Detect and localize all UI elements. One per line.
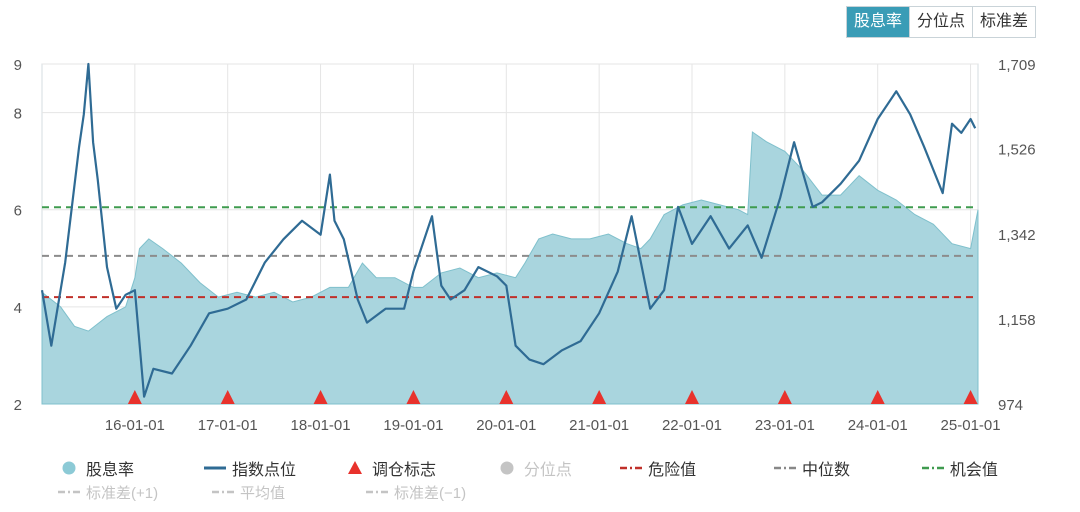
legend-item[interactable]: 指数点位	[203, 456, 326, 480]
dividend-yield-chart: 9 8 6 4 2 1,709 1,526 1,342 1,158 974 16-01-01 17-0…	[14, 57, 1036, 434]
legend-item[interactable]: 股息率	[58, 456, 186, 480]
legend-label: 平均值	[240, 484, 286, 502]
legend-label: 股息率	[86, 462, 135, 479]
right-tick-label: 1,158	[998, 312, 1036, 329]
legend-dash-icon	[773, 466, 796, 470]
legend-label: 标准差(−1)	[394, 484, 467, 502]
left-tick-label: 4	[14, 300, 22, 317]
legend-dash-icon	[58, 490, 80, 494]
reference-lines	[42, 206, 978, 299]
tab-dividend-yield[interactable]: 股息率	[847, 7, 910, 37]
legend-item[interactable]: 危险值	[620, 456, 756, 480]
right-tick-label: 1,526	[998, 142, 1036, 159]
legend-dash-icon	[620, 466, 643, 470]
left-tick-label: 2	[14, 397, 22, 414]
legend-dot-icon	[62, 461, 76, 475]
legend-line-icon	[203, 466, 226, 470]
rebalance-marker	[592, 390, 607, 404]
chart-axes: 9 8 6 4 2 1,709 1,526 1,342 1,158 974 16-01-01 17-0…	[14, 57, 1036, 434]
legend-row-primary: 股息率 指数点位 调仓标志 分位点 危险值 中位数 机会值	[58, 456, 1058, 480]
rebalance-marker	[499, 390, 514, 404]
legend-dot-icon	[500, 461, 514, 475]
x-tick-label: 16-01-01	[105, 417, 165, 434]
rebalance-marker	[963, 390, 978, 404]
rebalance-marker	[777, 390, 792, 404]
rebalance-marker	[220, 390, 235, 404]
tab-std-dev[interactable]: 标准差	[972, 7, 1036, 37]
rebalance-marker	[313, 390, 328, 404]
legend-label: 机会值	[949, 462, 998, 479]
tab-percentile[interactable]: 分位点	[909, 7, 973, 37]
x-tick-label: 20-01-01	[476, 417, 536, 434]
legend-item[interactable]: 中位数	[773, 456, 904, 480]
chart-legend: 股息率 指数点位 调仓标志 分位点 危险值 中位数 机会值 标准差(+1) 平均值 标准差(−1…	[58, 456, 1058, 504]
legend-item[interactable]: 分位点	[496, 456, 602, 480]
rebalance-marker	[127, 390, 142, 404]
legend-label: 指数点位	[231, 462, 296, 479]
x-tick-label: 18-01-01	[291, 417, 351, 434]
index-points-path	[40, 62, 977, 398]
legend-label: 分位点	[523, 462, 572, 479]
legend-row-secondary: 标准差(+1) 平均值 标准差(−1)	[58, 480, 1058, 504]
x-tick-label: 19-01-01	[383, 417, 443, 434]
legend-dash-icon	[212, 490, 234, 494]
x-tick-label: 24-01-01	[848, 417, 908, 434]
right-tick-label: 1,709	[998, 57, 1036, 74]
right-tick-label: 1,342	[998, 227, 1036, 244]
rebalance-marker	[406, 390, 421, 404]
dividend-yield-area	[41, 131, 979, 405]
legend-label: 标准差(+1)	[86, 484, 159, 502]
x-tick-label: 23-01-01	[755, 417, 815, 434]
legend-label: 中位数	[801, 462, 850, 479]
dividend-yield-area-path	[41, 131, 979, 405]
index-points-line	[40, 62, 977, 398]
legend-item[interactable]: 平均值	[212, 482, 348, 503]
rebalance-marker	[685, 390, 699, 404]
chart-tab-group: 股息率 分位点 标准差	[846, 6, 1037, 38]
legend-item[interactable]: 标准差(−1)	[366, 482, 506, 503]
left-tick-label: 9	[14, 57, 22, 74]
right-tick-label: 974	[998, 397, 1023, 414]
legend-label: 危险值	[648, 462, 697, 479]
x-tick-label: 25-01-01	[941, 417, 1001, 434]
left-tick-label: 8	[14, 106, 22, 123]
x-tick-label: 22-01-01	[662, 417, 722, 434]
legend-label: 调仓标志	[372, 462, 437, 479]
legend-dash-icon	[366, 490, 388, 494]
rebalance-marker	[870, 390, 885, 404]
legend-dash-icon	[921, 466, 944, 470]
legend-item[interactable]: 机会值	[921, 456, 1040, 480]
left-tick-label: 6	[14, 203, 22, 220]
legend-item[interactable]: 调仓标志	[344, 456, 478, 480]
rebalance-markers	[127, 390, 978, 404]
legend-triangle-icon	[348, 461, 362, 474]
legend-item[interactable]: 标准差(+1)	[58, 482, 194, 503]
x-tick-label: 17-01-01	[198, 417, 258, 434]
x-tick-label: 21-01-01	[569, 417, 629, 434]
